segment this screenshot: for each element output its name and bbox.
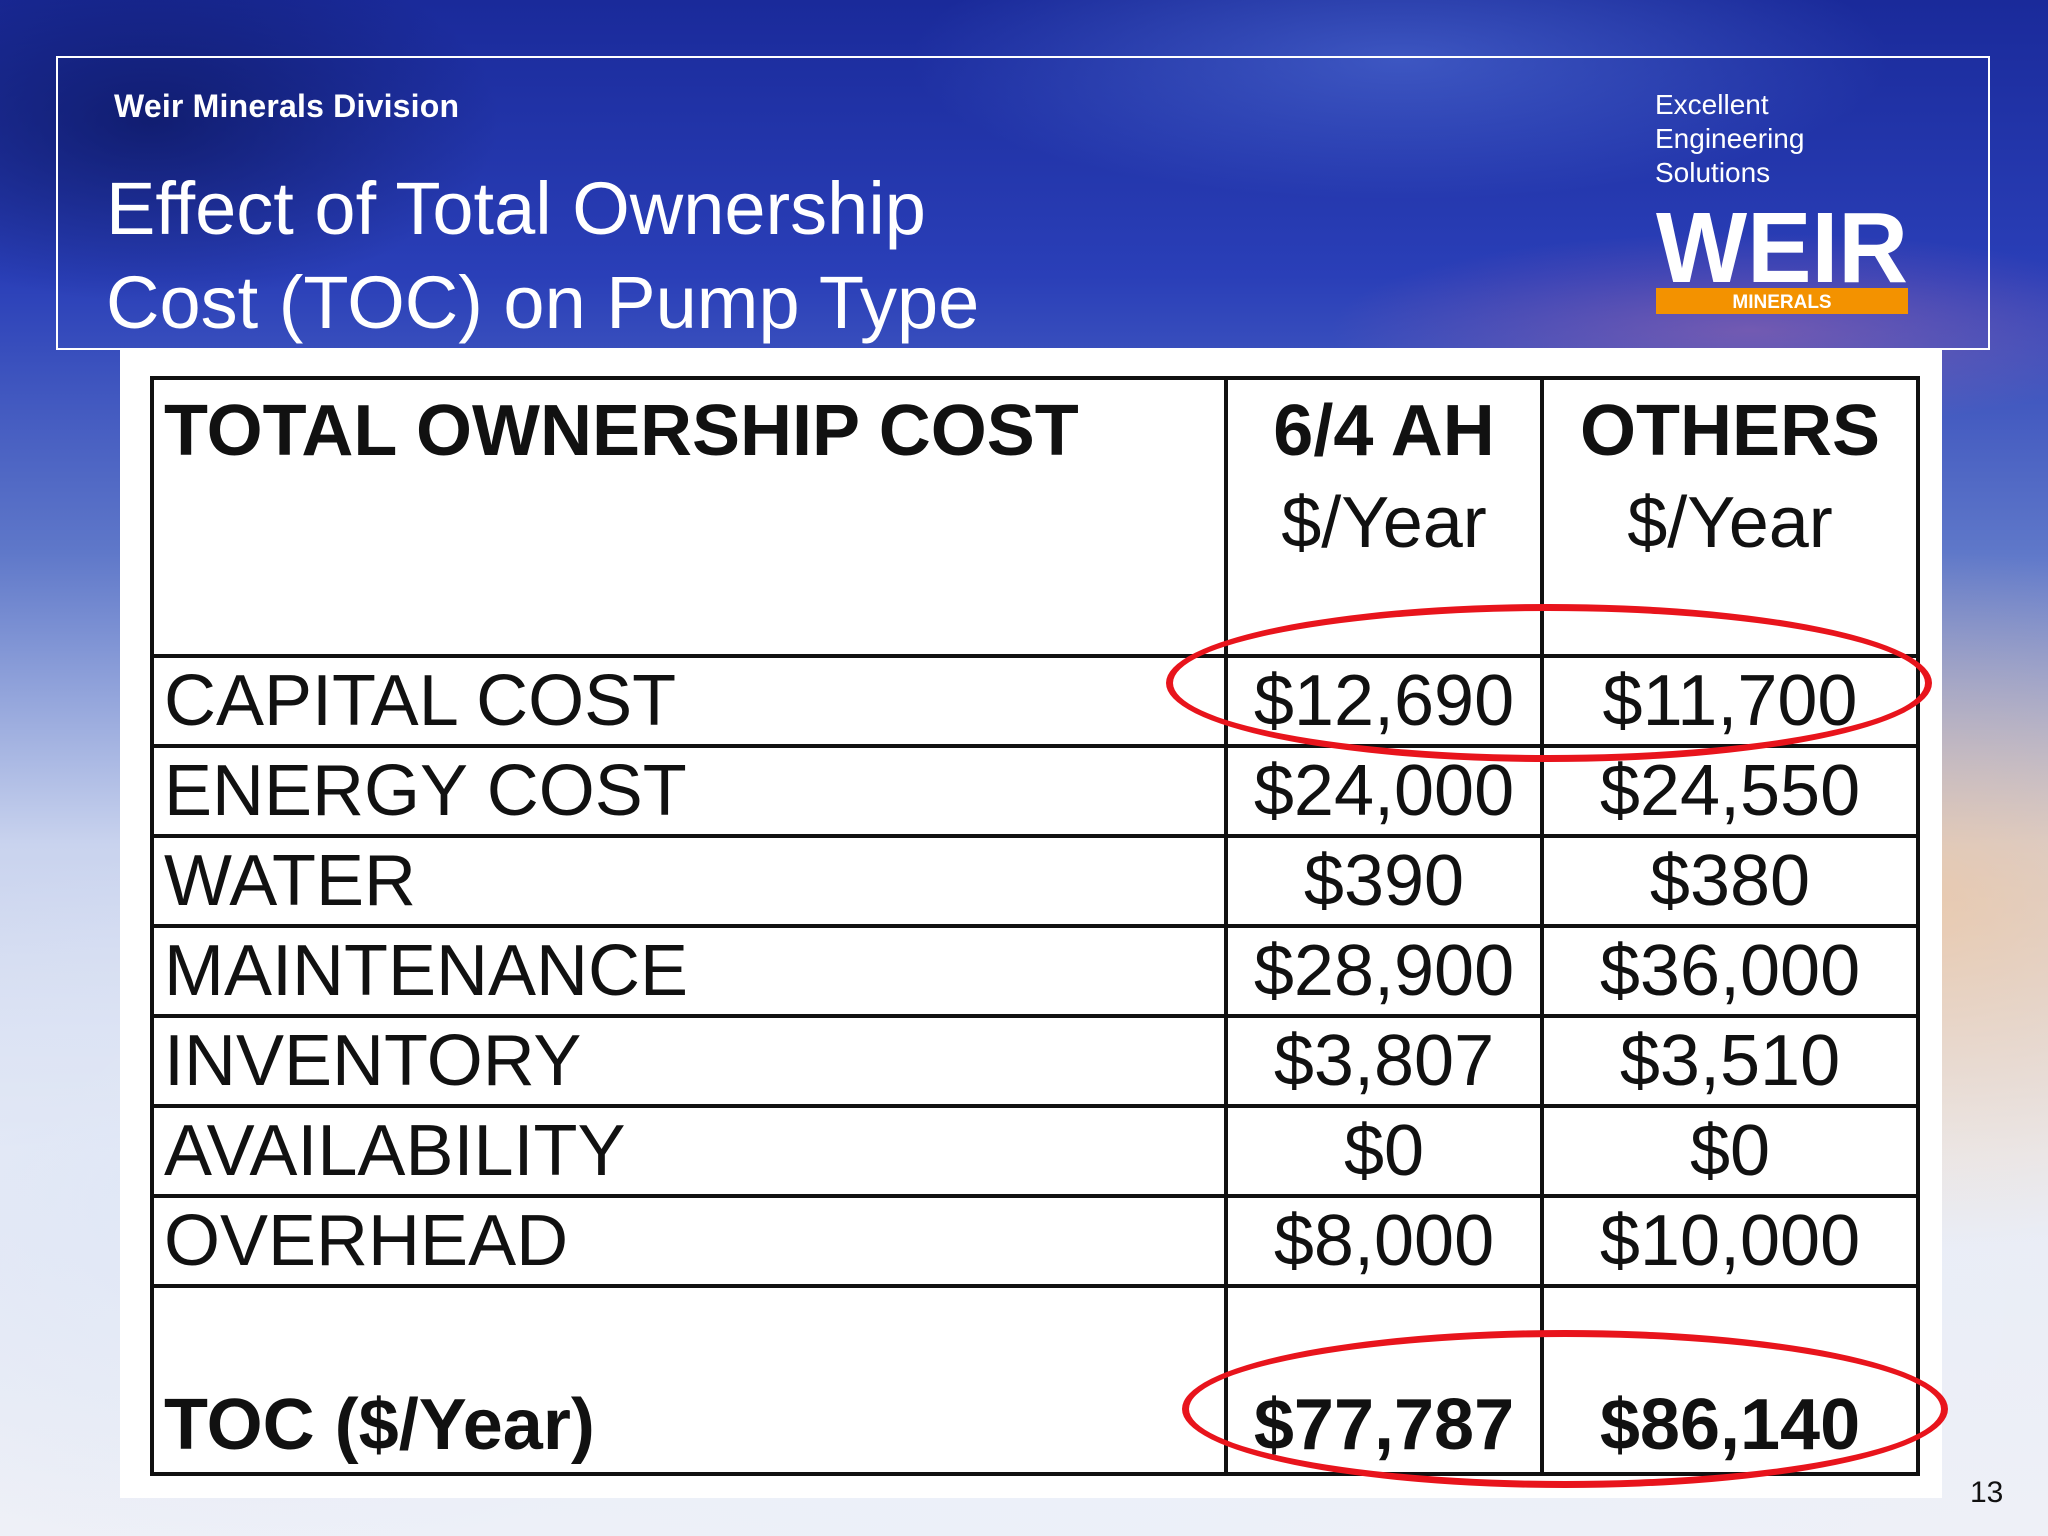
table-row-maintenance: MAINTENANCE $28,900 $36,000 xyxy=(150,924,1920,1018)
highlight-ellipse-total xyxy=(1182,1330,1948,1488)
value-ah: $3,807 xyxy=(1224,1014,1544,1108)
header-others-label: OTHERS xyxy=(1579,391,1881,471)
row-label: MAINTENANCE xyxy=(150,924,1228,1018)
value-others: $24,550 xyxy=(1540,744,1920,838)
table-row-energy: ENERGY COST $24,000 $24,550 xyxy=(150,744,1920,838)
header-ah-label: 6/4 AH xyxy=(1273,391,1495,471)
logo-band xyxy=(1656,288,1908,314)
row-label: ENERGY COST xyxy=(150,744,1228,838)
header-others-unit: $/Year xyxy=(1627,483,1833,563)
toc-table: TOTAL OWNERSHIP COST 6/4 AH $/Year OTHER… xyxy=(150,376,1920,1476)
title-line-1: Effect of Total Ownership xyxy=(106,167,926,250)
tagline-line-2: Engineering xyxy=(1655,123,1805,154)
division-label: Weir Minerals Division xyxy=(114,88,460,124)
value-ah: $8,000 xyxy=(1224,1194,1544,1288)
value-others: $3,510 xyxy=(1540,1014,1920,1108)
row-label: CAPITAL COST xyxy=(150,654,1228,748)
logo-wordmark: WEIR xyxy=(1656,200,1908,304)
value-ah: $0 xyxy=(1224,1104,1544,1198)
value-ah: $28,900 xyxy=(1224,924,1544,1018)
value-others: $0 xyxy=(1540,1104,1920,1198)
header-cell-label: TOTAL OWNERSHIP COST xyxy=(150,376,1228,658)
header-cell-others: OTHERS $/Year xyxy=(1540,376,1920,658)
table-row-overhead: OVERHEAD $8,000 $10,000 xyxy=(150,1194,1920,1288)
value-others: $36,000 xyxy=(1540,924,1920,1018)
tagline: Excellent Engineering Solutions xyxy=(1655,88,1804,190)
weir-minerals-logo: WEIR MINERALS xyxy=(1656,200,1908,314)
slide-title: Effect of Total Ownership Cost (TOC) on … xyxy=(106,162,1406,350)
logo-sub: MINERALS xyxy=(1732,292,1831,313)
value-others: $380 xyxy=(1540,834,1920,928)
tagline-line-1: Excellent xyxy=(1655,89,1769,120)
total-label: TOC ($/Year) xyxy=(150,1284,1228,1476)
table-row-inventory: INVENTORY $3,807 $3,510 xyxy=(150,1014,1920,1108)
table-header-row: TOTAL OWNERSHIP COST 6/4 AH $/Year OTHER… xyxy=(150,376,1920,658)
row-label: WATER xyxy=(150,834,1228,928)
header-ah-unit: $/Year xyxy=(1281,483,1487,563)
header-frame xyxy=(56,56,1990,350)
table-row-availability: AVAILABILITY $0 $0 xyxy=(150,1104,1920,1198)
tagline-line-3: Solutions xyxy=(1655,157,1771,188)
table-row-water: WATER $390 $380 xyxy=(150,834,1920,928)
value-ah: $390 xyxy=(1224,834,1544,928)
highlight-ellipse-capital xyxy=(1166,604,1932,762)
title-line-2: Cost (TOC) on Pump Type xyxy=(106,261,980,344)
page-number: 13 xyxy=(1970,1476,2004,1509)
row-label: AVAILABILITY xyxy=(150,1104,1228,1198)
row-label: OVERHEAD xyxy=(150,1194,1228,1288)
row-label: INVENTORY xyxy=(150,1014,1228,1108)
value-others: $10,000 xyxy=(1540,1194,1920,1288)
